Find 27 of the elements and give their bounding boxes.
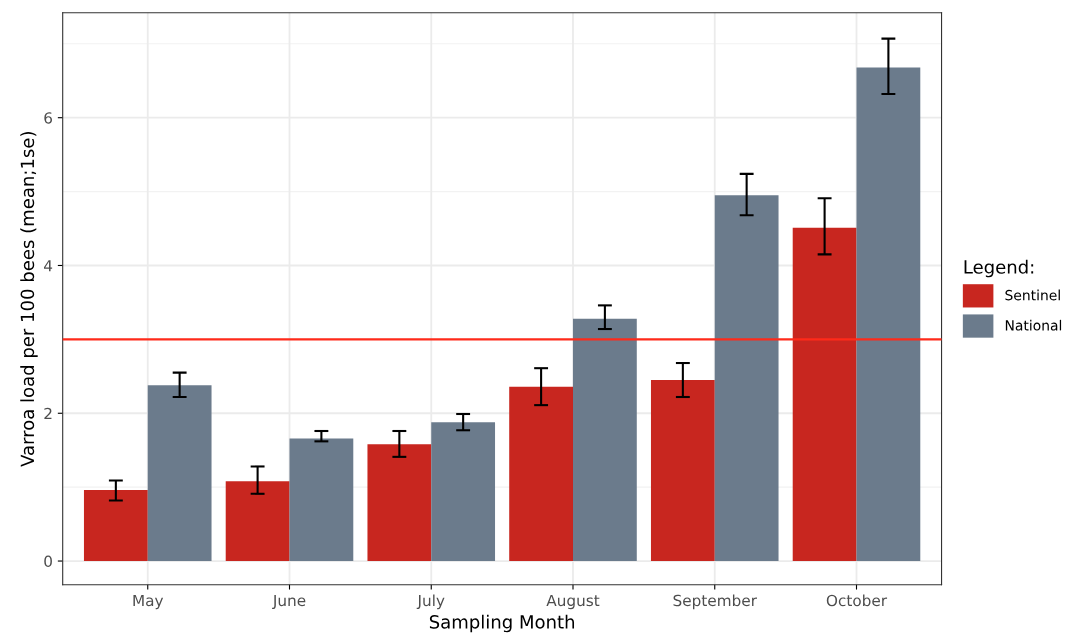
legend-label: Sentinel: [1005, 289, 1060, 301]
x-tick-label: August: [546, 594, 600, 610]
x-tick-label: October: [826, 594, 888, 607]
bar: [650, 380, 715, 562]
x-axis-title: Sampling Month: [429, 614, 575, 633]
bar: [714, 195, 779, 562]
y-axis-title: Varroa load per 100 bees (mean;1se): [20, 132, 38, 467]
bar: [289, 438, 354, 562]
bar: [225, 481, 290, 562]
bar: [792, 227, 857, 562]
bar: [367, 444, 432, 562]
legend-title: Legend:: [964, 259, 1034, 278]
bar: [431, 422, 496, 562]
x-tick-label: September: [673, 594, 757, 610]
y-tick-label: 2: [44, 407, 52, 420]
y-tick-label: 4: [44, 260, 53, 272]
y-tick-label: 6: [44, 112, 53, 124]
bar: [147, 385, 212, 562]
x-tick-label: July: [416, 594, 445, 610]
bar: [573, 318, 637, 562]
bar: [83, 490, 148, 562]
x-tick-label: June: [272, 594, 306, 610]
x-tick-label: May: [133, 594, 164, 610]
bar: [856, 67, 921, 562]
bar: [509, 386, 573, 562]
legend-label: National: [1005, 319, 1062, 331]
y-tick-label: 0: [44, 555, 52, 568]
